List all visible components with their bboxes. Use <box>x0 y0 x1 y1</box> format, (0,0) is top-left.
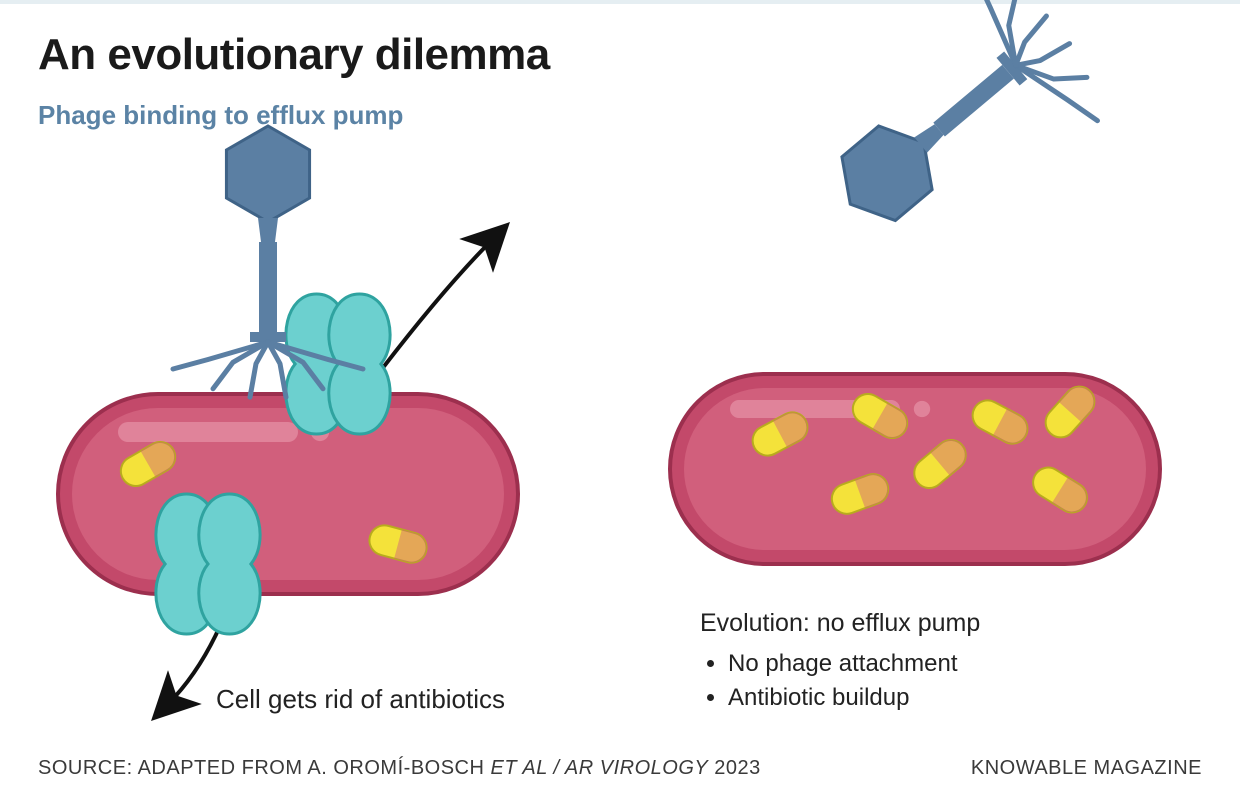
caption-right-list: No phage attachment Antibiotic buildup <box>728 647 980 714</box>
title: An evolutionary dilemma <box>38 30 550 80</box>
source-prefix: SOURCE: ADAPTED FROM A. OROMÍ-BOSCH <box>38 757 491 779</box>
caption-left: Cell gets rid of antibiotics <box>216 684 505 715</box>
caption-right: Evolution: no efflux pump No phage attac… <box>700 606 980 714</box>
source-line: SOURCE: ADAPTED FROM A. OROMÍ-BOSCH ET A… <box>38 757 761 780</box>
diagram-left <box>38 164 598 724</box>
credit: KNOWABLE MAGAZINE <box>971 757 1202 780</box>
diagram-right <box>640 164 1200 624</box>
source-italic: ET AL / AR VIROLOGY <box>491 757 709 779</box>
panel-left <box>38 164 598 724</box>
subtitle: Phage binding to efflux pump <box>38 100 403 131</box>
panel-right <box>640 164 1200 624</box>
caption-right-heading: Evolution: no efflux pump <box>700 606 980 641</box>
infographic-frame: An evolutionary dilemma Phage binding to… <box>0 0 1240 802</box>
source-suffix: 2023 <box>708 757 761 779</box>
bullet-item: Antibiotic buildup <box>728 681 980 715</box>
bullet-item: No phage attachment <box>728 647 980 681</box>
